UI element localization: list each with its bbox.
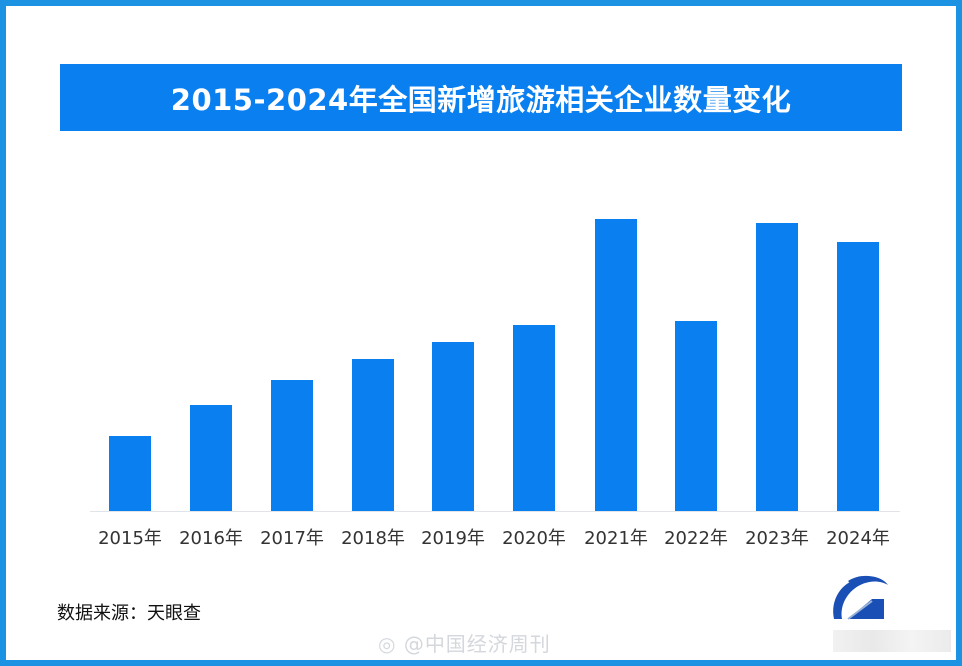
x-tick-label: 2018年 (341, 528, 405, 549)
x-tick-label: 2016年 (179, 528, 243, 549)
x-tick-label: 2015年 (98, 528, 162, 549)
bar-2018 (352, 359, 394, 511)
x-axis-baseline (90, 511, 900, 512)
bar-2024 (837, 242, 879, 511)
chart-title: 2015-2024年全国新增旅游相关企业数量变化 (170, 82, 792, 117)
x-tick-label: 2021年 (584, 528, 648, 549)
data-source-note: 数据来源：天眼查 (57, 603, 201, 624)
bar-2020 (513, 325, 555, 511)
bar-2015 (109, 436, 151, 511)
x-tick-label: 2020年 (502, 528, 566, 549)
bar-2021 (595, 219, 637, 511)
bar-2017 (271, 380, 313, 511)
bar-2022 (675, 321, 717, 511)
x-tick-label: 2019年 (421, 528, 485, 549)
blurred-watermark (833, 630, 951, 652)
publisher-logo-icon (833, 575, 888, 620)
x-tick-label: 2017年 (260, 528, 324, 549)
weibo-icon: ◎ (378, 632, 397, 656)
x-tick-label: 2024年 (826, 528, 890, 549)
watermark-text: @中国经济周刊 (403, 632, 551, 656)
x-tick-label: 2023年 (745, 528, 809, 549)
bar-2016 (190, 405, 232, 511)
weibo-watermark: ◎ @中国经济周刊 (378, 628, 551, 657)
x-tick-label: 2022年 (664, 528, 728, 549)
title-banner: 2015-2024年全国新增旅游相关企业数量变化 (60, 64, 902, 131)
bar-2023 (756, 223, 798, 511)
bar-2019 (432, 342, 474, 511)
